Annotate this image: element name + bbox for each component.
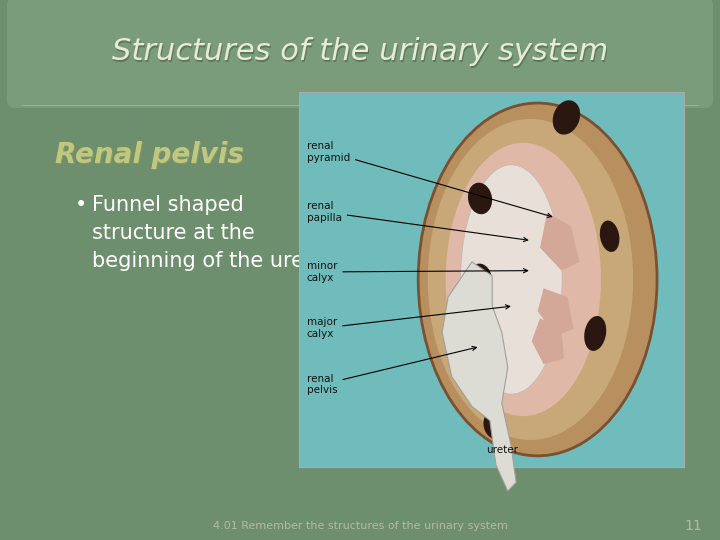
Ellipse shape: [461, 165, 562, 394]
Text: •: •: [75, 195, 87, 215]
Ellipse shape: [418, 103, 657, 456]
Text: 11: 11: [684, 519, 702, 533]
Text: Structures of the urinary system: Structures of the urinary system: [112, 37, 608, 66]
Text: Renal pelvis: Renal pelvis: [55, 141, 244, 169]
Text: minor
calyx: minor calyx: [307, 261, 528, 283]
Ellipse shape: [600, 220, 619, 252]
Text: renal
papilla: renal papilla: [307, 201, 528, 241]
Polygon shape: [540, 212, 580, 271]
FancyBboxPatch shape: [7, 0, 713, 108]
Ellipse shape: [483, 411, 505, 439]
Text: major
calyx: major calyx: [307, 305, 510, 339]
Text: ureter: ureter: [486, 445, 518, 455]
Polygon shape: [538, 288, 573, 336]
Ellipse shape: [468, 345, 492, 376]
Text: 4.01 Remember the structures of the urinary system: 4.01 Remember the structures of the urin…: [212, 521, 508, 531]
Ellipse shape: [468, 183, 492, 214]
Ellipse shape: [428, 119, 633, 440]
Text: structure at the: structure at the: [92, 223, 255, 243]
Polygon shape: [442, 262, 516, 491]
Text: renal
pyramid: renal pyramid: [307, 141, 552, 218]
Text: Renal pelvis: Renal pelvis: [56, 143, 246, 171]
Text: Funnel shaped: Funnel shaped: [92, 195, 244, 215]
Ellipse shape: [553, 100, 580, 134]
Bar: [299, 92, 684, 467]
Ellipse shape: [584, 316, 606, 351]
Text: renal
pelvis: renal pelvis: [307, 346, 477, 395]
Polygon shape: [531, 318, 564, 364]
Text: beginning of the ureter: beginning of the ureter: [92, 251, 333, 271]
Text: Structures of the urinary system: Structures of the urinary system: [113, 39, 610, 68]
Ellipse shape: [446, 143, 601, 416]
Ellipse shape: [468, 264, 492, 295]
